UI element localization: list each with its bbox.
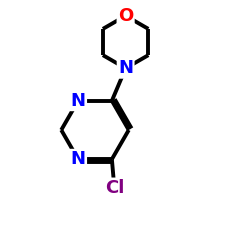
Text: N: N [118, 59, 133, 77]
Text: Cl: Cl [105, 179, 124, 197]
Text: N: N [71, 92, 86, 110]
Text: N: N [71, 150, 86, 168]
Text: O: O [118, 7, 133, 25]
